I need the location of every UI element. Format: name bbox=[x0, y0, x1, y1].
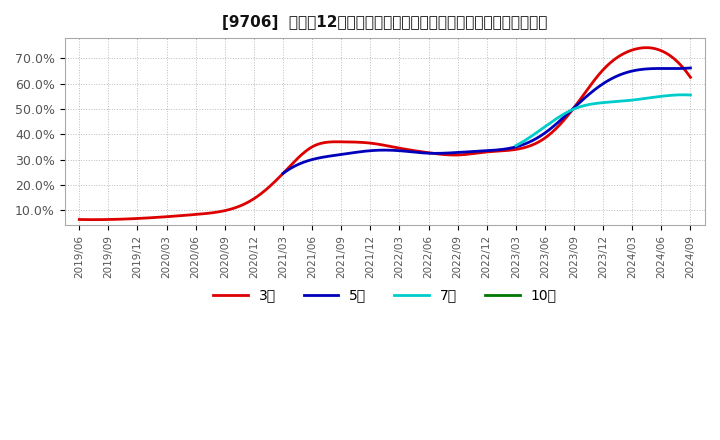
7年 bbox=[678, 92, 687, 97]
5年 bbox=[520, 142, 528, 147]
7年 bbox=[686, 92, 695, 98]
3年 bbox=[77, 217, 86, 222]
3年 bbox=[89, 217, 98, 222]
3年 bbox=[592, 75, 600, 80]
3年 bbox=[441, 152, 449, 157]
7年 bbox=[618, 99, 627, 104]
7年 bbox=[511, 143, 520, 148]
Title: [9706]  売上高12か月移動合計の対前年同期増減率の標準偏差の推移: [9706] 売上高12か月移動合計の対前年同期増減率の標準偏差の推移 bbox=[222, 15, 547, 30]
3年 bbox=[438, 152, 447, 157]
7年 bbox=[616, 99, 624, 104]
3年 bbox=[75, 217, 84, 222]
5年 bbox=[648, 66, 657, 71]
5年 bbox=[521, 141, 530, 147]
5年 bbox=[528, 138, 536, 143]
3年 bbox=[451, 152, 459, 158]
3年 bbox=[641, 45, 649, 50]
5年 bbox=[622, 70, 631, 75]
7年 bbox=[615, 99, 624, 104]
Line: 3年: 3年 bbox=[79, 48, 690, 220]
Legend: 3年, 5年, 7年, 10年: 3年, 5年, 7年, 10年 bbox=[207, 283, 562, 308]
7年 bbox=[670, 92, 678, 98]
7年 bbox=[659, 93, 667, 99]
5年 bbox=[279, 171, 287, 176]
3年 bbox=[686, 75, 695, 80]
5年 bbox=[686, 65, 695, 70]
Line: 7年: 7年 bbox=[516, 95, 690, 146]
7年 bbox=[512, 143, 521, 148]
Line: 5年: 5年 bbox=[283, 68, 690, 173]
3年 bbox=[631, 47, 639, 52]
5年 bbox=[280, 170, 289, 175]
